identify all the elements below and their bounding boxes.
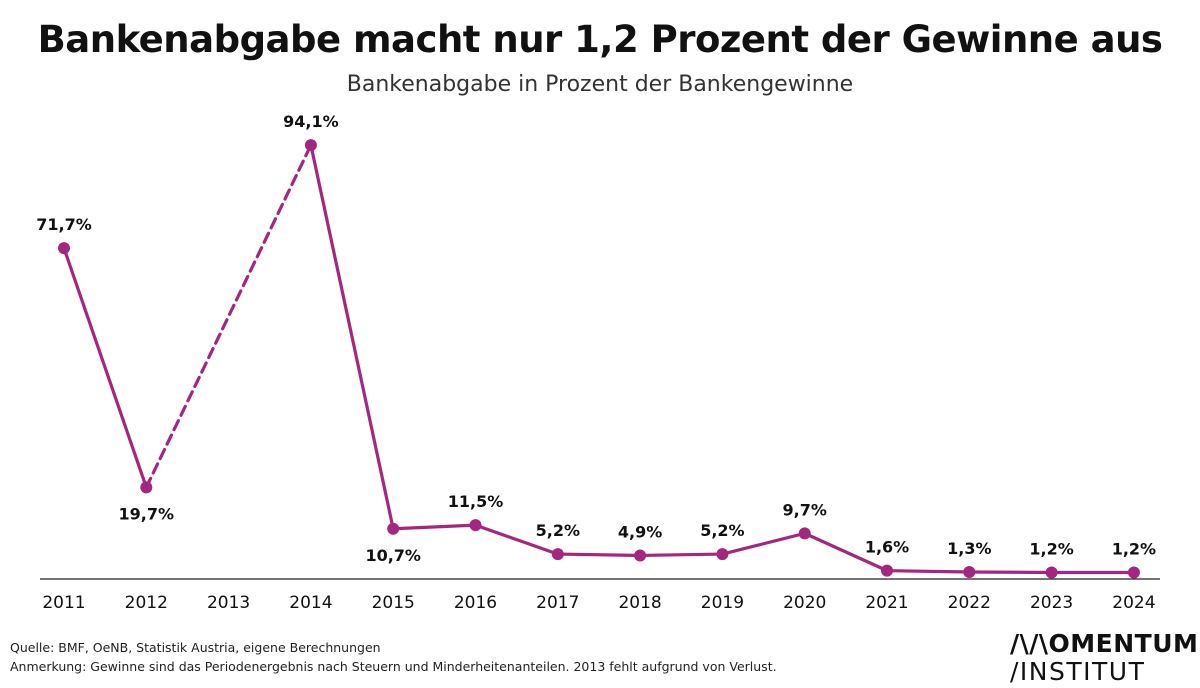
series-line-segment (391, 523, 478, 531)
data-point-2022 (963, 566, 976, 579)
data-point-2016 (469, 519, 482, 532)
series-line-segment (885, 569, 971, 574)
logo-line-2: /INSTITUT (1010, 657, 1146, 686)
x-tick-label-2014: 2014 (289, 593, 332, 613)
chart-title: Bankenabgabe macht nur 1,2 Prozent der G… (37, 18, 1163, 61)
source-note: Quelle: BMF, OeNB, Statistik Austria, ei… (10, 640, 381, 655)
x-tick-label-2013: 2013 (207, 593, 250, 613)
data-point-2018 (634, 549, 647, 562)
x-tick-label-2016: 2016 (454, 593, 497, 613)
gap-bridge-segment (144, 143, 313, 489)
series-line-segment (473, 523, 560, 556)
x-tick-label-2012: 2012 (125, 593, 168, 613)
data-point-2014 (304, 139, 317, 152)
data-point-2020 (798, 527, 811, 540)
data-label-2012: 19,7% (119, 504, 175, 523)
data-label-2024: 1,2% (1112, 539, 1156, 558)
x-tick-label-2023: 2023 (1030, 593, 1073, 613)
data-point-2012 (140, 481, 153, 494)
series-line-segment (309, 143, 395, 531)
data-label-2017: 5,2% (536, 521, 580, 540)
series-line-segment (803, 531, 889, 573)
data-label-2018: 4,9% (618, 522, 662, 541)
x-tick-label-2019: 2019 (701, 593, 744, 613)
x-tick-label-2011: 2011 (42, 593, 85, 613)
data-label-2011: 71,7% (36, 215, 92, 234)
x-tick-label-2021: 2021 (865, 593, 908, 613)
footnotes: Quelle: BMF, OeNB, Statistik Austria, ei… (10, 638, 777, 676)
x-tick-label-2018: 2018 (618, 593, 661, 613)
data-point-2024 (1127, 566, 1140, 579)
data-label-2021: 1,6% (865, 538, 909, 557)
x-tick-label-2024: 2024 (1112, 593, 1155, 613)
data-point-2017 (551, 548, 564, 561)
data-point-2011 (58, 242, 70, 255)
data-label-2014: 94,1% (283, 112, 339, 131)
series-line-segment (638, 552, 725, 558)
data-point-2023 (1045, 566, 1058, 579)
series-line-segment (62, 246, 148, 489)
logo-line-1: /\/\OMENTUM (1010, 629, 1199, 658)
remark-note: Anmerkung: Gewinne sind das Periodenerge… (10, 659, 777, 674)
momentum-institut-logo: /\/\OMENTUM /INSTITUT (1010, 630, 1198, 686)
x-tick-label-2015: 2015 (372, 593, 415, 613)
data-label-2019: 5,2% (700, 521, 744, 540)
data-point-2021 (881, 564, 893, 577)
data-point-2019 (716, 548, 729, 561)
data-point-2015 (387, 522, 400, 535)
series-line-segment (720, 531, 807, 556)
data-label-2023: 1,2% (1029, 539, 1073, 558)
data-label-2022: 1,3% (947, 539, 991, 558)
x-tick-label-2020: 2020 (783, 593, 826, 613)
x-tick-label-2022: 2022 (948, 593, 991, 613)
x-tick-label-2017: 2017 (536, 593, 579, 613)
data-label-2016: 11,5% (448, 492, 504, 511)
chart-subtitle: Bankenabgabe in Prozent der Bankengewinn… (346, 72, 854, 97)
series-line-segment (556, 552, 642, 558)
data-label-2020: 9,7% (783, 500, 827, 519)
data-label-2015: 10,7% (365, 546, 421, 565)
